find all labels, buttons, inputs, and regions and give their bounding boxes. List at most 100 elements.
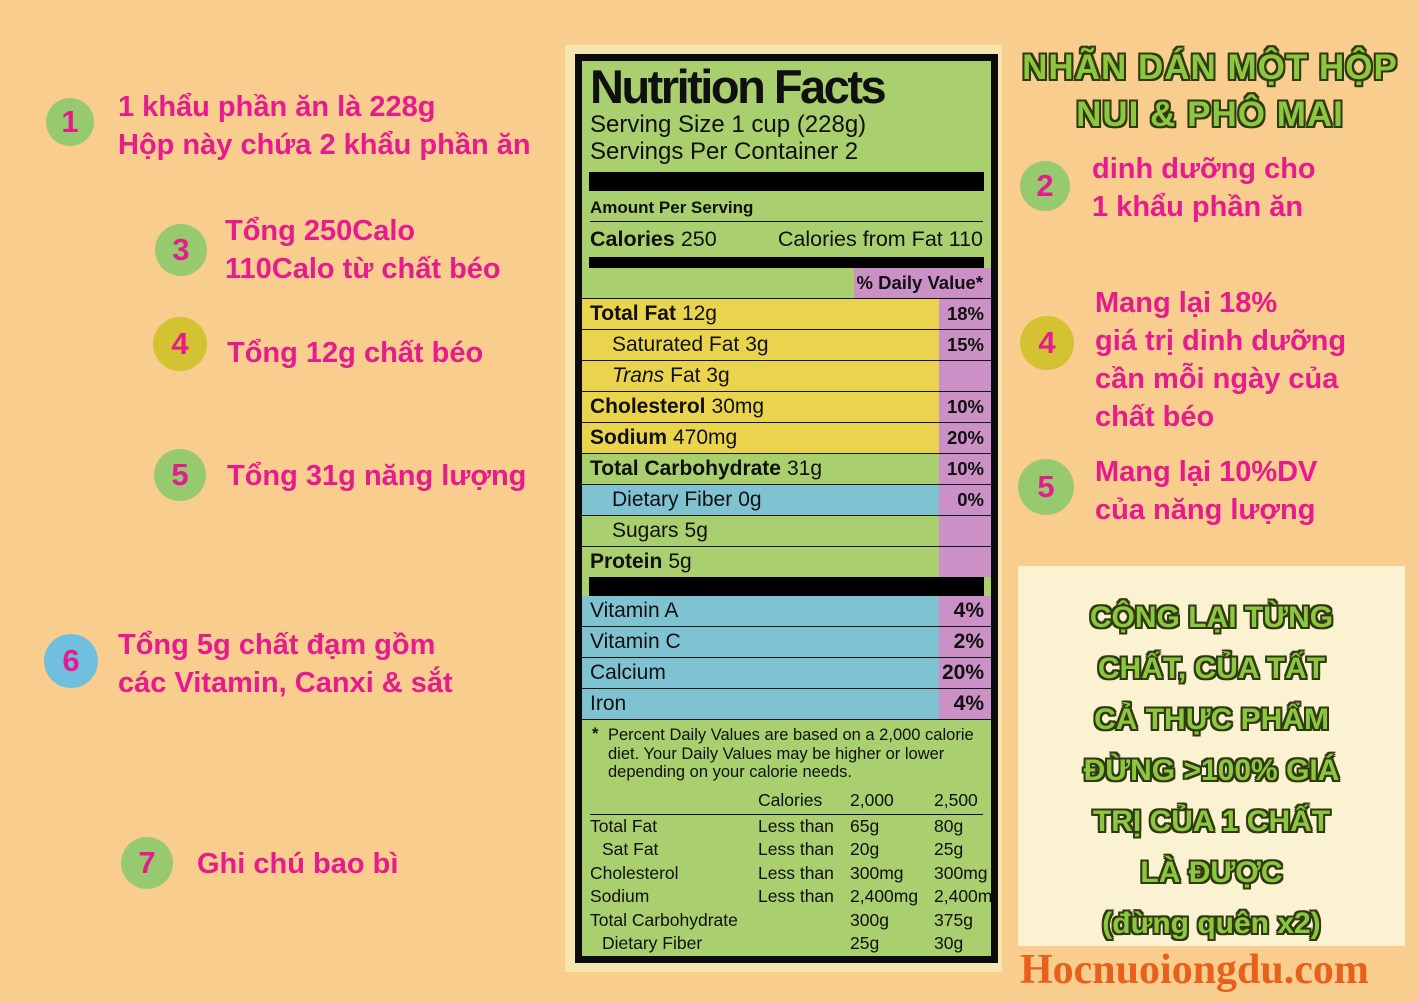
nutrient-dv: 15% xyxy=(939,330,991,360)
callout-number: 2 xyxy=(1036,168,1054,203)
vitamin-name: Calcium xyxy=(582,658,939,688)
panel-title: NHÃN DÁN MỘT HỘP NUI & PHÔ MAI xyxy=(1010,44,1410,138)
reference-table: Calories 2,000 2,500 Total Fat Less than… xyxy=(590,788,998,956)
nutrient-row: Total Fat 12g 18% xyxy=(582,299,991,330)
nutrient-row: Protein 5g xyxy=(582,547,991,577)
tip-line: TRỊ CỦA 1 CHẤT xyxy=(1092,805,1331,838)
calories-from-fat: Calories from Fat 110 xyxy=(777,227,983,251)
reference-table-row: Sat Fat Less than 20g 25g xyxy=(602,839,964,859)
callout-line: giá trị dinh dưỡng xyxy=(1095,325,1347,357)
nutrient-amount: 31g xyxy=(786,457,823,480)
callout-line: cần mỗi ngày của xyxy=(1095,363,1339,395)
callout-text-5-right: Mang lại 10%DV của năng lượng xyxy=(1095,453,1317,529)
nutrient-amount: 3g xyxy=(745,333,769,356)
footnote: * Percent Daily Values are based on a 2,… xyxy=(582,720,991,786)
tip-line: CỘNG LẠI TỪNG xyxy=(1089,601,1334,634)
callout-number: 7 xyxy=(138,845,156,880)
callout-text-6: Tổng 5g chất đạm gồm các Vitamin, Canxi … xyxy=(118,626,453,702)
callout-circle-1: 1 xyxy=(46,98,94,146)
tip-line: CHẤT, CỦA TẤT xyxy=(1097,652,1326,685)
callout-line: Ghi chú bao bì xyxy=(197,848,399,880)
vitamin-dv: 2% xyxy=(939,627,991,657)
callout-number: 3 xyxy=(172,232,190,267)
nutrient-name: Sodium xyxy=(590,426,667,449)
nutrient-name: Trans xyxy=(612,364,665,387)
nutrient-dv: 10% xyxy=(939,454,991,484)
callout-line: Tổng 250Calo xyxy=(225,215,416,247)
nutrient-dv xyxy=(939,361,991,391)
callout-line: Tổng 31g năng lượng xyxy=(227,460,527,492)
daily-value-header-row: % Daily Value* xyxy=(582,268,991,299)
reference-table-row: Cholesterol Less than 300mg 300mg xyxy=(590,862,988,883)
callout-line: dinh dưỡng cho xyxy=(1092,153,1316,185)
tip-line: CẢ THỰC PHẨM xyxy=(1094,703,1329,736)
callout-number: 4 xyxy=(171,326,189,361)
nutrient-dv: 0% xyxy=(939,485,991,515)
callout-text-3: Tổng 250Calo 110Calo từ chất béo xyxy=(225,212,501,288)
amount-per-serving: Amount Per Serving xyxy=(590,191,983,222)
nutrient-dv: 20% xyxy=(939,423,991,453)
callout-number: 5 xyxy=(171,457,189,492)
daily-value-header: % Daily Value* xyxy=(854,268,991,298)
vitamin-row: Calcium 20% xyxy=(582,658,991,689)
vitamin-name: Iron xyxy=(582,689,939,719)
calories-value: 250 xyxy=(680,227,717,251)
nutrient-row: Total Carbohydrate 31g 10% xyxy=(582,454,991,485)
vitamin-row: Vitamin A 4% xyxy=(582,596,991,627)
divider-bar xyxy=(589,257,984,268)
nutrient-amount: 470mg xyxy=(673,426,738,449)
callout-number: 4 xyxy=(1038,325,1056,360)
vitamin-dv: 4% xyxy=(939,689,991,719)
callout-line: 110Calo từ chất béo xyxy=(225,253,501,285)
vitamin-name: Vitamin C xyxy=(582,627,939,657)
callout-circle-4-left: 4 xyxy=(153,317,207,371)
nutrient-amount: 12g xyxy=(681,302,717,325)
callout-text-1: 1 khẩu phần ăn là 228g Hộp này chứa 2 kh… xyxy=(118,88,531,164)
nutrient-amount: 5g xyxy=(668,550,692,573)
tip-line: LÀ ĐƯỢC xyxy=(1140,856,1283,889)
callout-line: Mang lại 10%DV xyxy=(1095,456,1318,488)
footnote-text: Percent Daily Values are based on a 2,00… xyxy=(608,726,974,781)
vitamin-dv: 20% xyxy=(939,658,991,688)
callout-text-2: dinh dưỡng cho 1 khẩu phần ăn xyxy=(1092,150,1316,226)
nutrient-row: Trans Fat 3g xyxy=(582,361,991,392)
calories-label: Calories xyxy=(590,227,675,251)
divider-bar xyxy=(589,577,984,596)
nutrient-dv: 18% xyxy=(939,299,991,329)
nutrition-label-inner: Nutrition Facts Serving Size 1 cup (228g… xyxy=(575,54,998,963)
callout-line: của năng lượng xyxy=(1095,494,1316,526)
reference-table-row: Sodium Less than 2,400mg 2,400mg xyxy=(590,886,998,906)
nutrient-row: Dietary Fiber 0g 0% xyxy=(582,485,991,516)
nutrient-amount: 30mg xyxy=(711,395,765,418)
nutrient-dv xyxy=(939,516,991,546)
nutrient-row: Sodium 470mg 20% xyxy=(582,423,991,454)
callout-circle-6: 6 xyxy=(44,634,98,688)
nutrient-amount: 5g xyxy=(684,519,708,542)
vitamin-dv: 4% xyxy=(939,596,991,626)
reference-table-row: Dietary Fiber 25g 30g xyxy=(602,933,964,953)
callout-number: 1 xyxy=(61,104,79,139)
nutrient-name: Total Fat xyxy=(590,302,676,325)
callout-number: 6 xyxy=(62,643,80,678)
calories-left: Calories 250 xyxy=(590,227,717,252)
nutrient-dv xyxy=(939,547,991,577)
serving-size: Serving Size 1 cup (228g) xyxy=(590,111,867,138)
callout-line: các Vitamin, Canxi & sắt xyxy=(118,667,453,699)
vitamin-row: Iron 4% xyxy=(582,689,991,720)
vitamin-row: Vitamin C 2% xyxy=(582,627,991,658)
nutrient-row: Saturated Fat 3g 15% xyxy=(582,330,991,361)
reference-table-row: Total Carbohydrate 300g 375g xyxy=(590,909,973,930)
reference-table-row: Total Fat Less than 65g 80g xyxy=(590,815,964,836)
callout-text-7: Ghi chú bao bì xyxy=(197,845,398,883)
callout-circle-5-right: 5 xyxy=(1018,459,1074,515)
nutrient-name: Saturated Fat xyxy=(612,333,740,356)
label-title: Nutrition Facts xyxy=(590,60,887,113)
callout-line: 1 khẩu phần ăn xyxy=(1092,191,1304,223)
nutrient-name: Sugars xyxy=(612,519,679,542)
callout-circle-5-left: 5 xyxy=(154,449,206,501)
callout-text-5-left: Tổng 31g năng lượng xyxy=(227,457,526,495)
nutrient-name: Protein xyxy=(590,550,663,573)
callout-text-4-right: Mang lại 18% giá trị dinh dưỡng cần mỗi … xyxy=(1095,284,1346,436)
nutrient-dv: 10% xyxy=(939,392,991,422)
